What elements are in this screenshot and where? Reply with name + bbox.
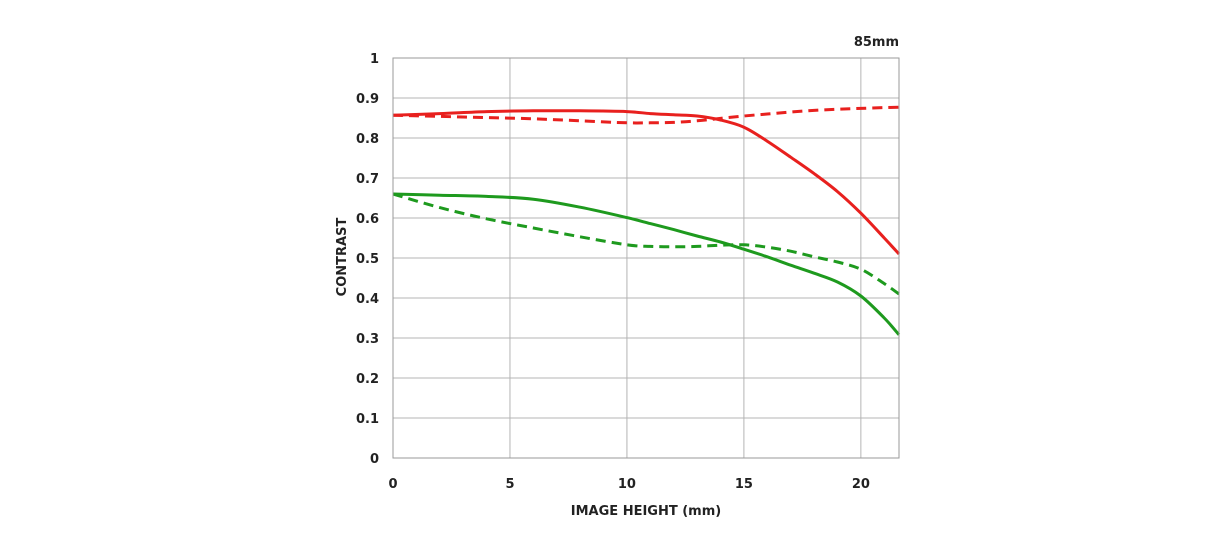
plot-frame <box>392 57 900 459</box>
y-tick-label: 0.7 <box>356 172 379 187</box>
y-axis-ticks: 0 0.1 0.2 0.3 0.4 0.5 0.6 0.7 0.8 0.9 1 <box>356 52 379 467</box>
y-tick-label: 0.8 <box>356 132 379 147</box>
x-tick-label: 5 <box>505 477 514 492</box>
x-axis-title: IMAGE HEIGHT (mm) <box>571 504 721 519</box>
x-tick-label: 0 <box>388 477 397 492</box>
y-tick-label: 1 <box>370 52 379 67</box>
x-tick-label: 15 <box>735 477 753 492</box>
series-layer <box>392 105 901 336</box>
x-axis-ticks: 0 5 10 15 20 <box>388 477 869 492</box>
series-line-green-dashed <box>392 192 900 296</box>
y-tick-label: 0 <box>370 452 379 467</box>
x-tick-label: 10 <box>618 477 636 492</box>
y-tick-label: 0.5 <box>356 252 379 267</box>
y-tick-label: 0.4 <box>356 292 379 307</box>
y-tick-label: 0.1 <box>356 412 379 427</box>
y-tick-label: 0.3 <box>356 332 379 347</box>
y-tick-label: 0.2 <box>356 372 379 387</box>
series-line-red-dashed <box>392 105 900 125</box>
series-line-green-solid <box>392 192 901 336</box>
y-tick-label: 0.6 <box>356 212 379 227</box>
y-axis-title: CONTRAST <box>335 218 350 297</box>
x-tick-label: 20 <box>852 477 870 492</box>
y-tick-label: 0.9 <box>356 92 379 107</box>
chart-title: 85mm <box>854 35 899 50</box>
series-line-red-solid <box>392 109 901 256</box>
